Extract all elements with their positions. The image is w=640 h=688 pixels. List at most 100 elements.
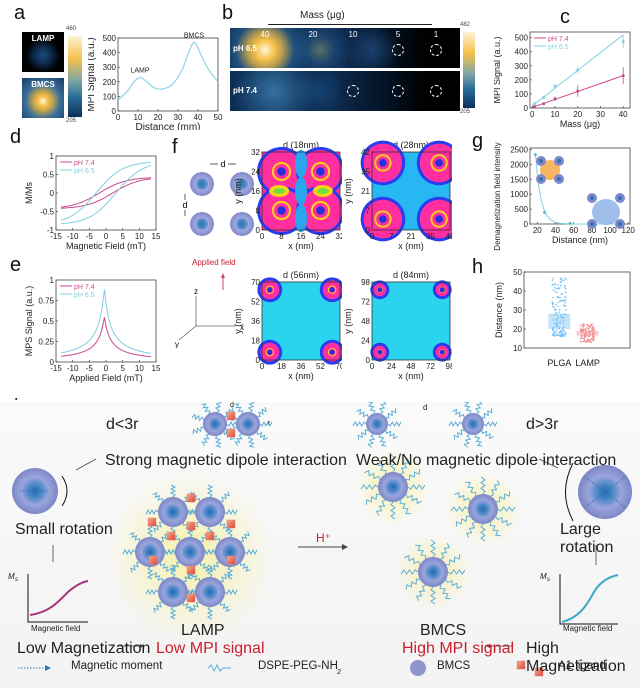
chart-c-point xyxy=(533,102,537,106)
field-map-frame xyxy=(371,281,451,361)
chart-h-point xyxy=(553,309,556,311)
chart-h-point xyxy=(593,330,595,332)
chart-c-point xyxy=(621,74,625,78)
field-map-ytick: 16 xyxy=(251,187,260,196)
chart-h-ytick-label: 50 xyxy=(513,268,522,277)
chart-h-point xyxy=(559,330,562,333)
chart-h-point xyxy=(555,304,557,306)
peg-chain xyxy=(240,562,251,572)
peg-chain xyxy=(387,420,402,428)
chart-c-point xyxy=(576,68,580,72)
chart-c-point xyxy=(621,40,625,44)
chart-h-point xyxy=(553,283,556,285)
chart-e-ytick-label: 0.25 xyxy=(38,338,54,347)
chart-h-point xyxy=(564,301,566,304)
field-map-xtick: 35 xyxy=(426,232,435,241)
chart-h-point xyxy=(564,333,567,336)
chart-h-point xyxy=(561,333,564,335)
field-map-title: d (56nm) xyxy=(283,270,319,280)
field-map-xtick: 36 xyxy=(297,362,306,371)
chart-c-point xyxy=(533,105,537,109)
peg-chain xyxy=(169,564,177,578)
inset-particle-core xyxy=(618,222,622,226)
lamp-label: LAMP xyxy=(181,622,225,639)
field-map-4: d (84nm) 00 24 24 48 48 72 72 98 98 x (nm) y (nm) xyxy=(343,270,452,381)
chart-h-point xyxy=(563,317,565,320)
field-map-xtick: 0 xyxy=(370,232,375,241)
peg-chain xyxy=(375,499,386,516)
chart-h-point xyxy=(590,341,593,344)
peg-chain xyxy=(247,435,255,448)
d-greater-3r: d>3r xyxy=(526,416,559,433)
peg-chain xyxy=(447,569,466,575)
applied-field-label: Applied field xyxy=(192,258,236,267)
chart-a-xlabel: Distance (mm) xyxy=(135,122,200,130)
field-map-ytick: 48 xyxy=(361,317,370,326)
chart-g-xtick-label: 120 xyxy=(622,226,636,235)
chart-h-point xyxy=(593,337,596,340)
mass-column-label: 40 xyxy=(260,30,270,39)
lamp-nanoparticle xyxy=(215,537,245,567)
mh-curve-low xyxy=(29,580,89,616)
chart-c-point xyxy=(553,84,557,88)
mechanism-schematic xyxy=(12,402,632,677)
chart-h-point xyxy=(553,306,556,308)
chart-h-ytick-label: 40 xyxy=(513,287,522,296)
peg-chain xyxy=(497,506,516,512)
chart-h-point xyxy=(555,308,557,311)
chart-h-point xyxy=(556,333,559,335)
mpi-image-ph65 xyxy=(230,28,460,68)
chart-h-point xyxy=(580,335,583,338)
field-map-dipole-core xyxy=(439,349,445,355)
field-map-ytick: 36 xyxy=(251,317,260,326)
legend-peg-label: DSPE-PEG-NH xyxy=(258,660,338,672)
ms-label-right: M xyxy=(540,572,547,581)
chart-g-xtick-label: 20 xyxy=(533,226,542,235)
chart-h-point xyxy=(589,333,592,336)
y-label: y xyxy=(175,340,179,348)
peg-chain xyxy=(191,413,205,422)
peg-chain xyxy=(152,572,163,582)
nanoparticle xyxy=(236,412,260,436)
peg-chain xyxy=(206,564,214,578)
chart-c-point xyxy=(553,97,557,101)
chart-h-point xyxy=(559,281,562,284)
d-less-3r: d<3r xyxy=(106,416,139,433)
chart-h-point xyxy=(558,311,561,313)
ph-row-label: pH 6.5 xyxy=(233,44,258,53)
peg-chain xyxy=(360,484,379,490)
field-map-ytick: 21 xyxy=(361,187,370,196)
h-plus-label: H⁺ xyxy=(316,531,331,545)
d-label-near: d xyxy=(230,402,234,409)
colorbar-b xyxy=(463,32,475,108)
image-label-bmcs: BMCS xyxy=(31,80,55,89)
peg-chain xyxy=(152,492,163,502)
chart-h-point xyxy=(562,319,565,322)
chart-h-point xyxy=(581,340,584,343)
a1-ligand xyxy=(516,660,526,670)
peg-chain xyxy=(463,434,472,448)
chart-e-xtick-label: -15 xyxy=(50,364,62,373)
chart-a-xtick-label: 50 xyxy=(214,113,223,122)
chart-h-point xyxy=(552,303,554,306)
lamp-nanoparticle xyxy=(158,497,188,527)
field-map-dipole-core xyxy=(379,215,387,223)
field-map-frame xyxy=(261,151,341,231)
chart-h-point xyxy=(585,341,587,343)
chart-h-point xyxy=(552,289,554,291)
chart-a-xtick-label: 0 xyxy=(116,113,121,122)
peg-chain xyxy=(405,578,421,590)
chart-h-point xyxy=(559,321,562,324)
chart-h-point xyxy=(584,339,586,341)
chart-h-point xyxy=(554,313,557,316)
nanoparticle xyxy=(366,413,388,435)
chart-h-point xyxy=(556,325,559,328)
panel-label-c: c xyxy=(560,6,570,28)
mass-header: Mass (μg) xyxy=(300,10,345,21)
chart-d-ytick-label: 1 xyxy=(50,152,55,161)
field-map-low-region xyxy=(295,204,307,233)
chart-h-point xyxy=(551,279,554,281)
chart-h-point xyxy=(561,331,563,334)
field-map-dipole-core xyxy=(329,287,335,293)
field-map-ytick: 18 xyxy=(251,337,260,346)
